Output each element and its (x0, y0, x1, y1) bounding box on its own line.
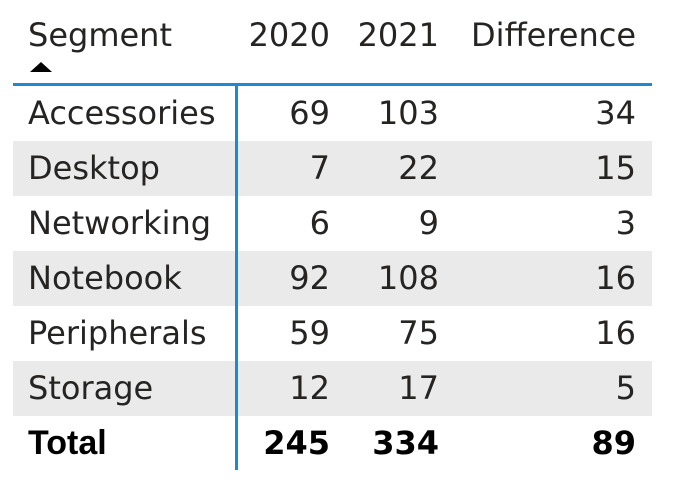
value-2021-cell: 103 (377, 94, 439, 132)
table-row[interactable]: Accessories 69 103 34 (13, 86, 652, 141)
segment-cell: Peripherals (28, 314, 207, 352)
difference-cell: 3 (615, 204, 636, 242)
table-row[interactable]: Notebook 92 108 16 (13, 251, 652, 306)
table-body: Accessories 69 103 34 Desktop 7 22 15 Ne… (13, 86, 652, 471)
row-header-divider (235, 86, 238, 470)
table-row[interactable]: Storage 12 17 5 (13, 361, 652, 416)
column-header-2020[interactable]: 2020 (248, 16, 330, 54)
value-2020-cell: 7 (309, 149, 330, 187)
difference-cell: 15 (595, 149, 636, 187)
value-2021-cell: 9 (418, 204, 439, 242)
value-2020-cell: 12 (289, 369, 330, 407)
total-difference-cell: 89 (591, 424, 636, 462)
value-2021-cell: 22 (398, 149, 439, 187)
segment-cell: Notebook (28, 259, 182, 297)
segment-cell: Desktop (28, 149, 160, 187)
header-divider (13, 83, 652, 86)
table-row[interactable]: Networking 6 9 3 (13, 196, 652, 251)
sort-ascending-icon (30, 62, 52, 72)
value-2020-cell: 69 (289, 94, 330, 132)
value-2021-cell: 17 (398, 369, 439, 407)
matrix-table: Segment 2020 2021 Difference Accessories… (13, 0, 652, 470)
value-2021-cell: 108 (377, 259, 439, 297)
difference-cell: 34 (595, 94, 636, 132)
total-2021-cell: 334 (372, 424, 439, 462)
total-row: Total 245 334 89 (13, 416, 652, 471)
table-header: Segment 2020 2021 Difference (13, 0, 652, 83)
difference-cell: 16 (595, 314, 636, 352)
segment-cell: Storage (28, 369, 154, 407)
segment-cell: Accessories (28, 94, 216, 132)
column-header-segment[interactable]: Segment (28, 16, 172, 54)
difference-cell: 5 (615, 369, 636, 407)
table-row[interactable]: Peripherals 59 75 16 (13, 306, 652, 361)
value-2020-cell: 6 (309, 204, 330, 242)
table-row[interactable]: Desktop 7 22 15 (13, 141, 652, 196)
total-label: Total (28, 424, 107, 462)
value-2020-cell: 59 (289, 314, 330, 352)
segment-cell: Networking (28, 204, 212, 242)
difference-cell: 16 (595, 259, 636, 297)
column-header-difference[interactable]: Difference (471, 16, 636, 54)
column-header-2021[interactable]: 2021 (357, 16, 439, 54)
total-2020-cell: 245 (263, 424, 330, 462)
value-2021-cell: 75 (398, 314, 439, 352)
value-2020-cell: 92 (289, 259, 330, 297)
